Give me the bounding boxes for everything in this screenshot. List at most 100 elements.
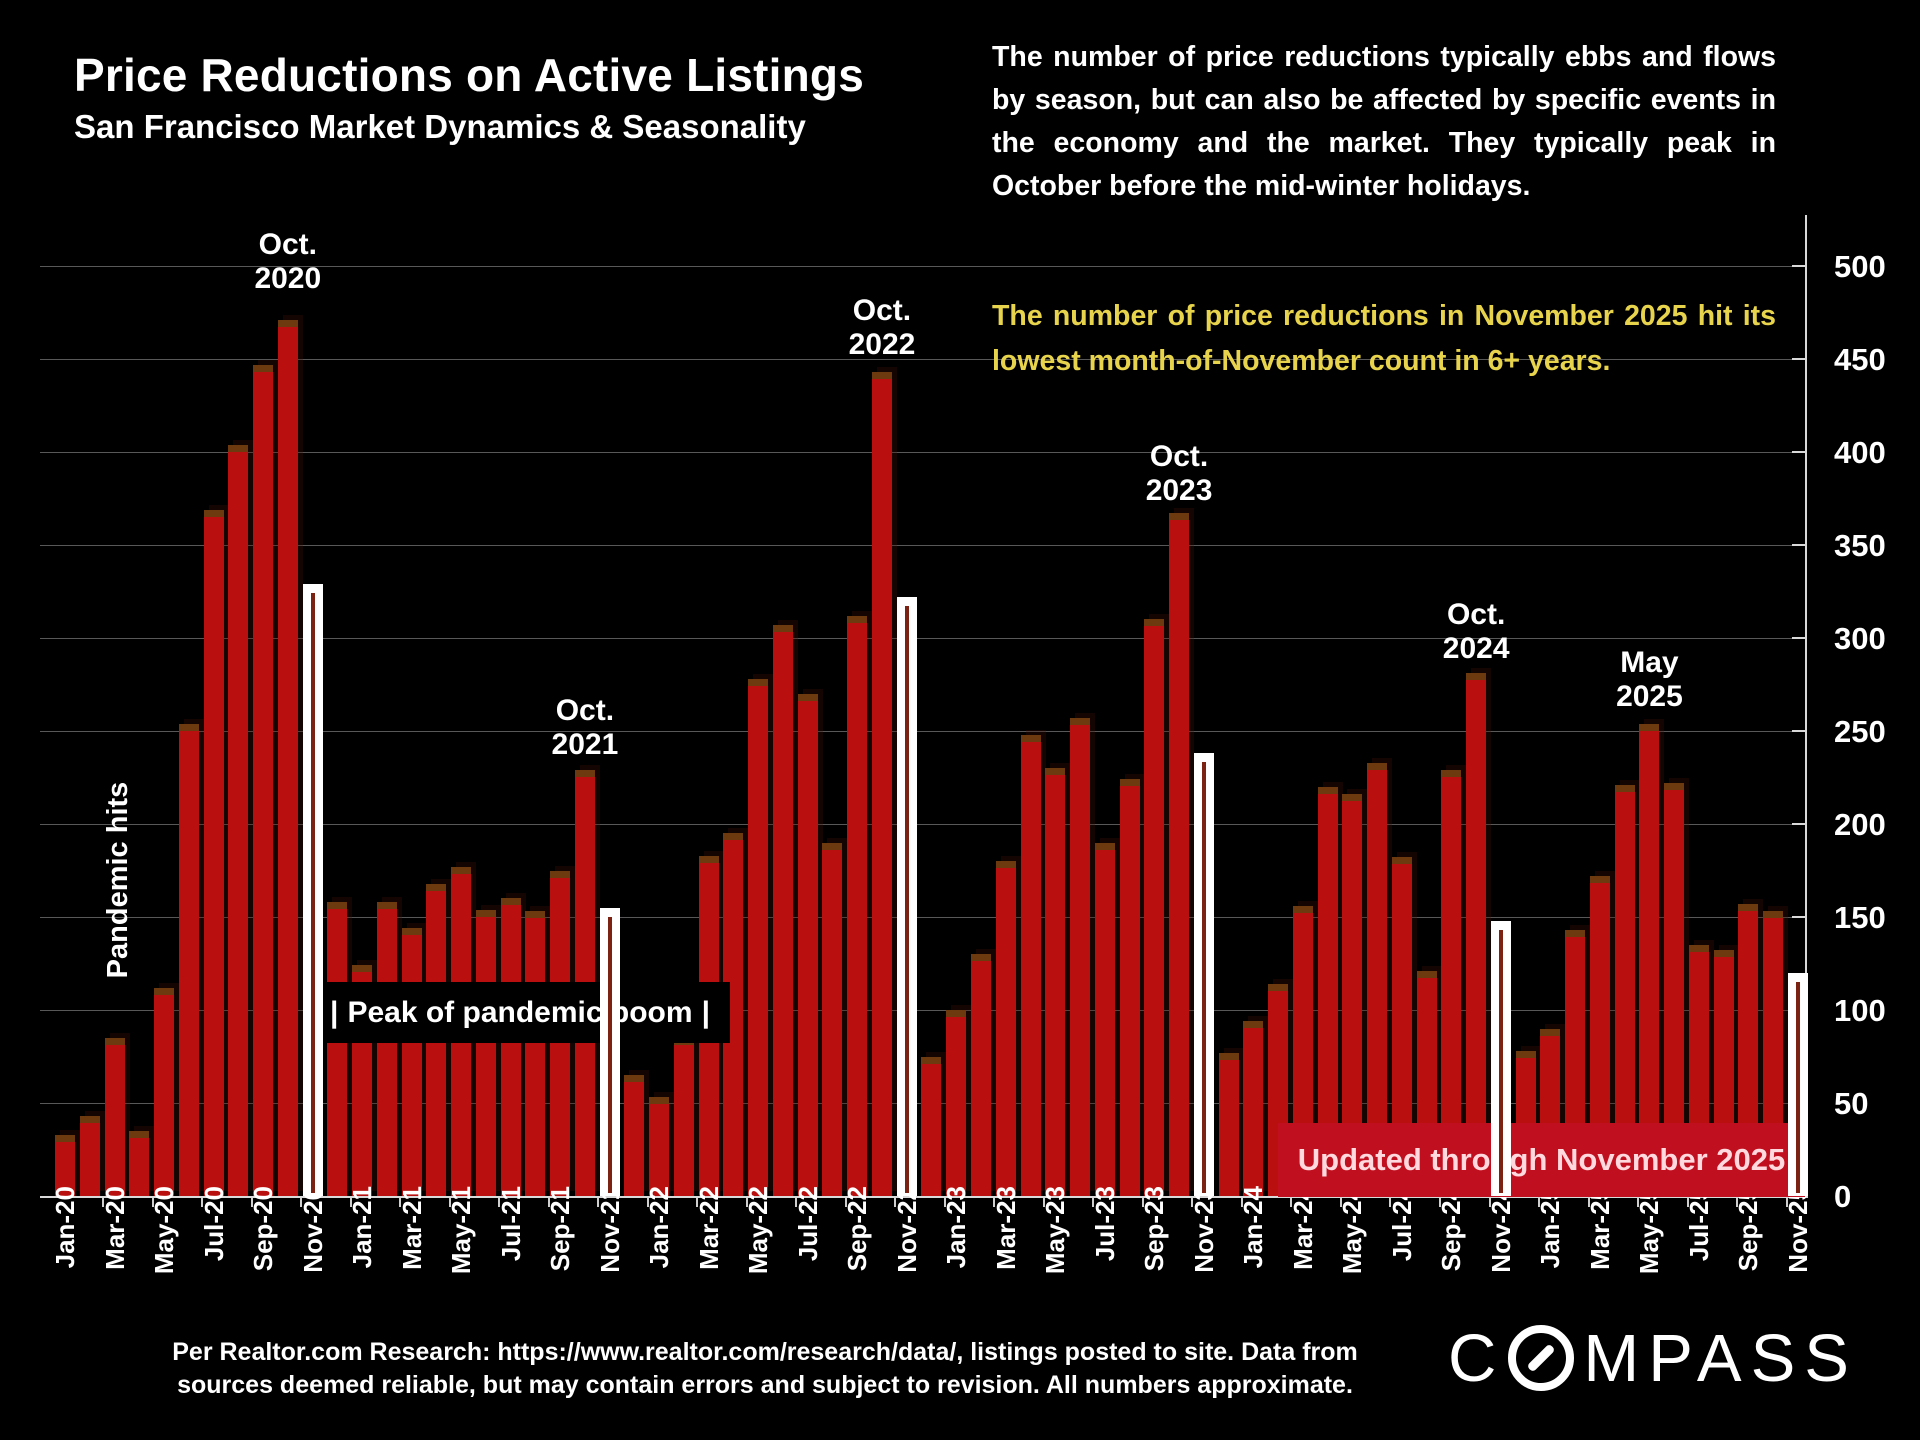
bar-May-25 [1639, 723, 1660, 1196]
bar-Dec-20 [327, 902, 348, 1196]
x-axis-label-Jan-23: Jan-23 [941, 1186, 972, 1269]
x-axis-tick [448, 1198, 451, 1207]
x-axis-label-Jul-24: Jul-24 [1386, 1186, 1417, 1262]
x-axis-tick [1191, 1198, 1194, 1207]
annotation-Oct-21: Oct. 2021 [551, 694, 619, 761]
y-axis-label-500: 500 [1834, 249, 1886, 284]
bar-Sep-25 [1738, 903, 1759, 1196]
bar-Aug-20 [228, 444, 249, 1196]
y-axis-tick-250 [1792, 730, 1806, 732]
bar-Jul-24 [1391, 857, 1412, 1196]
bar-Dec-23 [1218, 1052, 1239, 1196]
page-title: Price Reductions on Active Listings [74, 49, 865, 101]
x-axis-tick [1339, 1198, 1342, 1207]
x-axis-label-Sep-22: Sep-22 [842, 1186, 873, 1272]
x-axis-label-Jan-21: Jan-21 [347, 1186, 378, 1269]
x-axis-tick [102, 1198, 105, 1207]
peak-box-text: Peak of pandemic boom [347, 995, 693, 1029]
compass-logo: C MPASS [1448, 1318, 1858, 1398]
y-axis-tick-500 [1792, 265, 1806, 267]
x-axis-tick [597, 1198, 600, 1207]
x-axis-label-Nov-24: Nov-24 [1485, 1186, 1516, 1273]
x-axis-label-Mar-21: Mar-21 [396, 1186, 427, 1270]
bar-Jun-21 [475, 909, 496, 1196]
y-axis-label-100: 100 [1834, 993, 1886, 1028]
x-axis-label-Mar-23: Mar-23 [990, 1186, 1021, 1270]
x-axis-label-Mar-20: Mar-20 [99, 1186, 130, 1270]
bar-Oct-23 [1169, 513, 1190, 1196]
compass-logo-mpass: MPASS [1583, 1320, 1858, 1396]
x-axis-tick [547, 1198, 550, 1207]
gridline-150 [40, 917, 1806, 918]
x-axis-label-Nov-21: Nov-21 [594, 1186, 625, 1273]
x-axis-label-Jan-25: Jan-25 [1535, 1186, 1566, 1269]
x-axis-label-Nov-25: Nov-25 [1782, 1186, 1813, 1273]
x-axis-tick [844, 1198, 847, 1207]
commentary-highlight: The number of price reductions in Novemb… [992, 300, 1776, 377]
gridline-350 [40, 545, 1806, 546]
bar-Mar-20 [104, 1037, 125, 1196]
source-note-line2: sources deemed reliable, but may contain… [177, 1371, 1353, 1399]
annotation-Oct-20: Oct. 2020 [254, 228, 322, 295]
x-axis-tick [1290, 1198, 1293, 1207]
bar-Feb-23 [971, 954, 991, 1196]
bar-Dec-22 [921, 1056, 942, 1196]
x-axis-tick [1141, 1198, 1144, 1207]
bar-Jan-22 [649, 1097, 670, 1196]
commentary-paragraph: The number of price reductions typically… [992, 41, 1776, 202]
x-axis-tick [993, 1198, 996, 1207]
bar-Nov-25 [1787, 972, 1808, 1196]
x-axis-tick [696, 1198, 699, 1207]
x-axis-label-Nov-23: Nov-23 [1188, 1186, 1219, 1273]
bar-Aug-21 [525, 911, 546, 1196]
bar-Mar-21 [401, 928, 422, 1196]
gridline-450 [40, 359, 1806, 360]
bar-Jun-25 [1664, 783, 1685, 1196]
x-axis-label-May-21: May-21 [446, 1186, 477, 1275]
bar-Mar-25 [1589, 876, 1610, 1196]
x-axis-tick [1637, 1198, 1640, 1207]
x-axis-tick [1092, 1198, 1095, 1207]
gridline-200 [40, 824, 1806, 825]
x-axis-tick [1736, 1198, 1739, 1207]
y-axis-label-350: 350 [1834, 528, 1886, 563]
x-axis-tick [1488, 1198, 1491, 1207]
page-subtitle: San Francisco Market Dynamics & Seasonal… [74, 108, 806, 145]
bar-Feb-21 [376, 902, 397, 1196]
gridline-400 [40, 452, 1806, 453]
annotation-Oct-22: Oct. 2022 [848, 294, 916, 361]
peak-box-right-pipe: | [701, 995, 710, 1029]
x-axis-tick [1042, 1198, 1045, 1207]
y-axis-tick-450 [1792, 358, 1806, 360]
bar-Apr-25 [1614, 784, 1635, 1196]
gridline-500 [40, 266, 1806, 267]
bar-Jul-23 [1094, 842, 1115, 1196]
x-axis-label-Sep-25: Sep-25 [1733, 1186, 1764, 1272]
x-axis-label-Nov-20: Nov-20 [297, 1186, 328, 1273]
bar-Jun-23 [1070, 717, 1091, 1196]
bar-Oct-22 [871, 372, 892, 1196]
bar-Jul-22 [797, 693, 818, 1196]
x-axis-label-Jul-25: Jul-25 [1683, 1186, 1714, 1262]
x-axis-tick [1389, 1198, 1392, 1207]
x-axis-tick [1785, 1198, 1788, 1207]
x-axis-tick [894, 1198, 897, 1207]
gridline-250 [40, 731, 1806, 732]
annotation-pandemic-hits: Pandemic hits [102, 781, 134, 979]
y-axis-label-50: 50 [1834, 1086, 1869, 1121]
y-axis-label-200: 200 [1834, 807, 1886, 842]
x-axis-label-Mar-25: Mar-25 [1584, 1186, 1615, 1270]
bar-Sep-22 [847, 615, 868, 1196]
x-axis-tick [795, 1198, 798, 1207]
bar-Sep-20 [253, 364, 274, 1196]
bar-Jun-22 [772, 624, 793, 1196]
bar-Nov-20 [302, 584, 323, 1196]
bar-Aug-23 [1119, 779, 1140, 1196]
bar-Aug-22 [822, 842, 843, 1196]
bar-Apr-20 [129, 1130, 150, 1196]
bar-Jul-20 [203, 509, 224, 1196]
x-axis-tick [745, 1198, 748, 1207]
bar-Jul-21 [500, 898, 521, 1196]
bar-Sep-23 [1144, 619, 1165, 1196]
